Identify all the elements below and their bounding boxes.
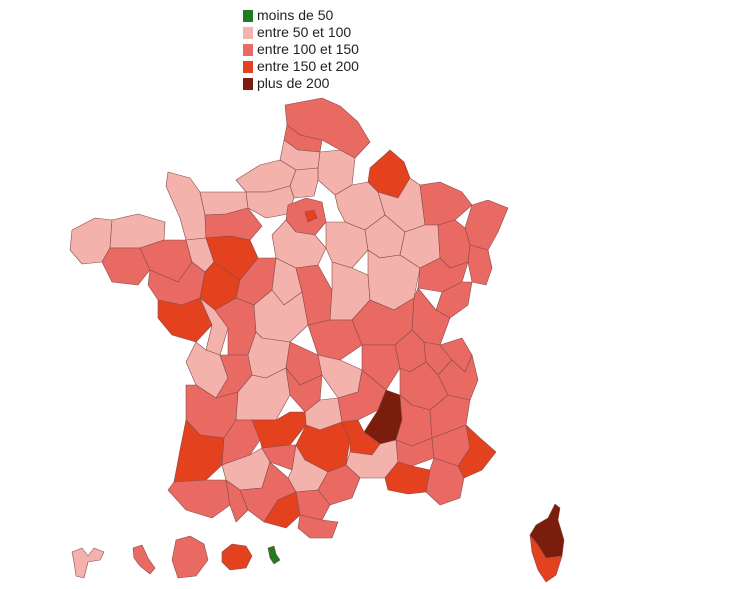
region-pyrenees-atlantiques [167,479,231,519]
legend-swatch [243,9,253,22]
legend-item-entre-150-et-200: entre 150 et 200 [243,58,359,75]
legend-item-entre-100-et-150: entre 100 et 150 [243,41,359,58]
legend-label: plus de 200 [257,75,330,91]
region-haut-rhin [467,244,493,286]
region-mayotte [267,545,281,565]
region-loire [361,344,401,391]
region-hautes-pyrenees [225,479,249,523]
legend-item-moins-de-50: moins de 50 [243,7,359,24]
region-haute-saone [417,257,469,293]
region-martinique [132,544,156,575]
region-puy-de-dome [317,354,363,399]
region-guadeloupe [71,547,105,579]
legend-swatch [243,26,253,39]
region-la-reunion [221,543,253,571]
region-pyrenees-orientales [297,514,339,539]
map-legend: moins de 50 entre 50 et 100 entre 100 et… [243,7,359,92]
legend-item-entre-50-et-100: entre 50 et 100 [243,24,359,41]
legend-swatch [243,77,253,90]
region-paris [304,209,318,223]
legend-label: entre 50 et 100 [257,24,352,40]
region-bas-rhin [464,199,509,251]
legend-item-plus-de-200: plus de 200 [243,75,359,92]
region-moselle [419,181,473,226]
region-alpes-maritimes [457,424,497,479]
region-landes [173,419,225,483]
legend-swatch [243,43,253,56]
region-guyane [171,535,209,579]
region-manche [165,171,207,241]
region-yonne [325,221,369,269]
legend-label: entre 100 et 150 [257,41,359,57]
region-corse-du-sud [529,534,563,583]
region-aude [295,489,331,521]
legend-label: moins de 50 [257,7,334,23]
region-vendee [157,297,213,343]
region-var [425,457,465,506]
legend-swatch [243,60,253,73]
legend-label: entre 150 et 200 [257,58,359,74]
